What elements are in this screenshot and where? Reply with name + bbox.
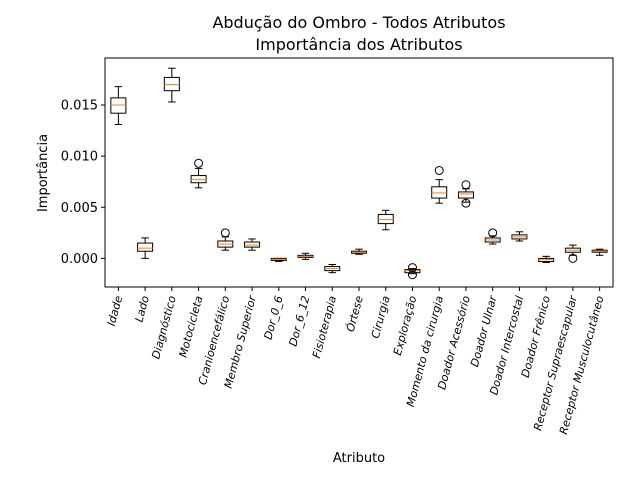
outlier-point (461, 180, 471, 190)
box-10 (351, 248, 367, 255)
iqr-box (137, 242, 154, 252)
chart-subtitle: Importância dos Atributos (255, 35, 462, 54)
x-tick-label: Fisioterapia (310, 294, 339, 359)
box-13 (431, 165, 448, 204)
box-19 (591, 248, 608, 256)
box-9 (324, 264, 341, 274)
outlier-point (461, 198, 471, 208)
box-17 (538, 255, 555, 263)
outlier-point (568, 253, 578, 263)
y-tick-label: 0.015 (61, 99, 98, 114)
plot-area (110, 67, 608, 280)
y-tick-label: 0.005 (61, 201, 98, 216)
x-tick-label: Exploração (391, 294, 419, 357)
outlier-point (407, 270, 417, 280)
y-tick-label: 0.000 (61, 252, 98, 267)
box-3 (163, 67, 180, 103)
y-axis-label: Importância (36, 134, 51, 212)
x-tick-label: Dor_0_6 (262, 294, 286, 341)
outlier-point (194, 158, 204, 168)
x-tick-label: Lado (133, 294, 153, 323)
box-2 (137, 237, 154, 259)
x-tick-label: Idade (105, 294, 126, 327)
outlier-point (488, 228, 498, 238)
box-16 (511, 231, 528, 242)
box-11 (377, 209, 394, 231)
iqr-box (538, 257, 555, 262)
x-tick-label: Motocicleta (177, 294, 206, 359)
iqr-box (190, 175, 207, 184)
outlier-point (220, 228, 230, 238)
box-7 (270, 257, 287, 262)
iqr-box (431, 186, 448, 199)
box-8 (297, 252, 314, 260)
outlier-point (407, 263, 417, 273)
x-tick-label: Diagnóstico (149, 294, 178, 360)
x-axis-label: Atributo (333, 451, 385, 466)
box-4 (190, 158, 207, 189)
outlier-point (434, 165, 444, 175)
box-18 (564, 244, 581, 263)
box-15 (484, 228, 501, 245)
iqr-box (110, 97, 127, 114)
iqr-box (244, 241, 261, 248)
iqr-box (377, 213, 394, 225)
box-1 (110, 86, 127, 125)
x-tick-label: Órtese (344, 294, 366, 333)
box-5 (217, 228, 234, 251)
box-6 (244, 238, 261, 251)
box-12 (404, 263, 421, 280)
box-14 (457, 180, 474, 208)
iqr-box (163, 76, 180, 92)
x-tick-label: Doador Ulnar (468, 293, 500, 368)
iqr-box (457, 191, 474, 199)
x-tick-label: Cirurgia (369, 294, 393, 340)
y-tick-label: 0.010 (61, 150, 98, 165)
x-tick-label: Dor_6_12 (286, 294, 312, 347)
chart-title: Abdução do Ombro - Todos Atributos (212, 13, 505, 32)
